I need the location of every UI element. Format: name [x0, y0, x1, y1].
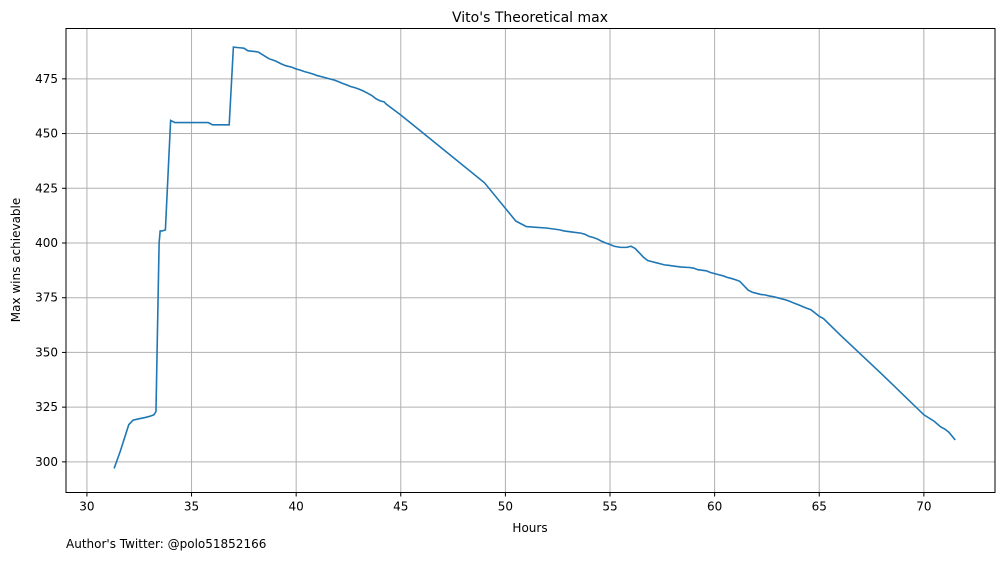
x-tick-label: 65 — [812, 500, 827, 514]
y-tick-label: 375 — [35, 291, 58, 305]
y-tick-label: 350 — [35, 345, 58, 359]
x-axis-ticks: 30 35 40 45 50 55 60 65 70 — [79, 492, 932, 514]
x-tick-label: 40 — [289, 500, 304, 514]
y-axis-label: Max wins achievable — [9, 198, 23, 323]
y-tick-label: 450 — [35, 127, 58, 141]
x-tick-label: 30 — [79, 500, 94, 514]
author-credit: Author's Twitter: @polo51852166 — [66, 537, 267, 551]
y-tick-label: 325 — [35, 400, 58, 414]
x-axis-label: Hours — [512, 521, 547, 535]
x-tick-label: 60 — [707, 500, 722, 514]
y-axis-ticks: 300 325 350 375 400 425 450 475 — [35, 72, 66, 469]
chart-title: Vito's Theoretical max — [452, 10, 608, 26]
x-tick-label: 70 — [916, 500, 931, 514]
x-tick-label: 55 — [602, 500, 617, 514]
x-tick-label: 35 — [184, 500, 199, 514]
y-tick-label: 400 — [35, 236, 58, 250]
y-tick-label: 475 — [35, 72, 58, 86]
series-line — [113, 46, 956, 469]
x-tick-label: 50 — [498, 500, 513, 514]
grid-lines — [66, 28, 995, 493]
y-tick-label: 425 — [35, 181, 58, 195]
x-tick-label: 45 — [393, 500, 408, 514]
y-tick-label: 300 — [35, 455, 58, 469]
plot-frame — [65, 28, 996, 493]
